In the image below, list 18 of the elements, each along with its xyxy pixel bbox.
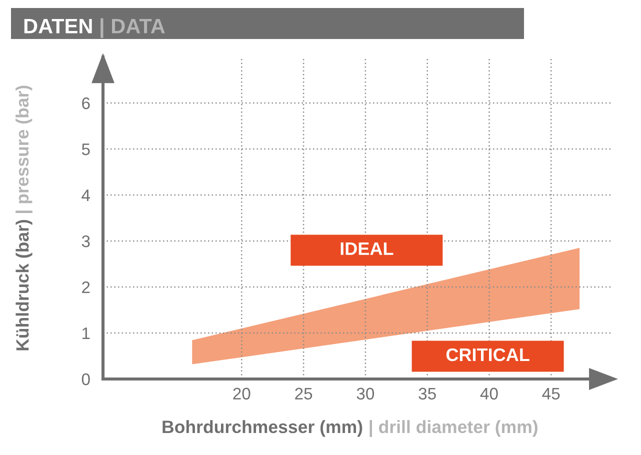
- annotation: CRITICAL: [446, 348, 530, 362]
- y-tick-label: 4: [82, 190, 90, 202]
- x-tick-label: 30: [356, 388, 374, 400]
- y-tick-label: 3: [82, 235, 90, 248]
- y-axis-title: Kühldruck (bar) | pressure (bar): [16, 86, 32, 350]
- y-tick-label: 0: [82, 373, 90, 386]
- chart-title: DATEN | DATA: [24, 18, 165, 38]
- annotation: IDEAL: [340, 242, 394, 255]
- y-tick-label: 2: [82, 281, 90, 294]
- x-tick-label: 20: [233, 388, 250, 400]
- y-tick-label: 1: [82, 328, 90, 340]
- y-tick-label: 5: [82, 144, 90, 156]
- x-axis-title: Bohrdurchmesser (mm) | drill diameter (mm): [162, 420, 538, 437]
- x-tick-label: 35: [418, 388, 436, 400]
- x-tick-label: 45: [542, 388, 560, 400]
- y-tick-label: 6: [82, 97, 90, 110]
- x-tick-label: 40: [480, 388, 498, 400]
- x-tick-label: 25: [295, 388, 312, 400]
